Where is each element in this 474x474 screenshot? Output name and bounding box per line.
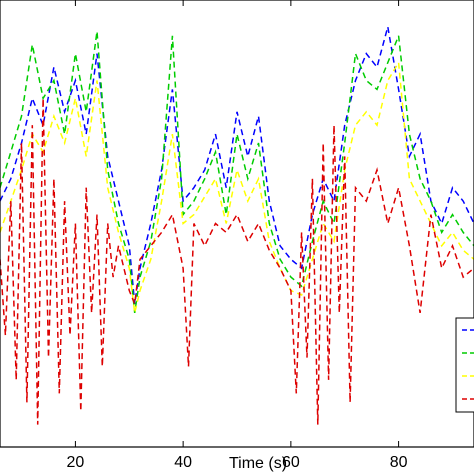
x-tick-label: 80 [390, 454, 408, 471]
series-layer [0, 26, 474, 425]
legend-box [455, 317, 474, 413]
x-tick-label: 40 [174, 454, 192, 471]
x-axis: 20 40 60 80 [67, 0, 408, 471]
series-line-2 [0, 31, 474, 314]
series-line-4 [0, 98, 474, 425]
x-axis-title: Time (s) [229, 455, 287, 472]
series-line-3 [0, 60, 474, 314]
series-line-1 [0, 26, 474, 305]
plot-frame [0, 0, 474, 448]
x-tick-label: 20 [67, 454, 85, 471]
legend [455, 317, 474, 413]
x-tick-label: 60 [282, 454, 300, 471]
